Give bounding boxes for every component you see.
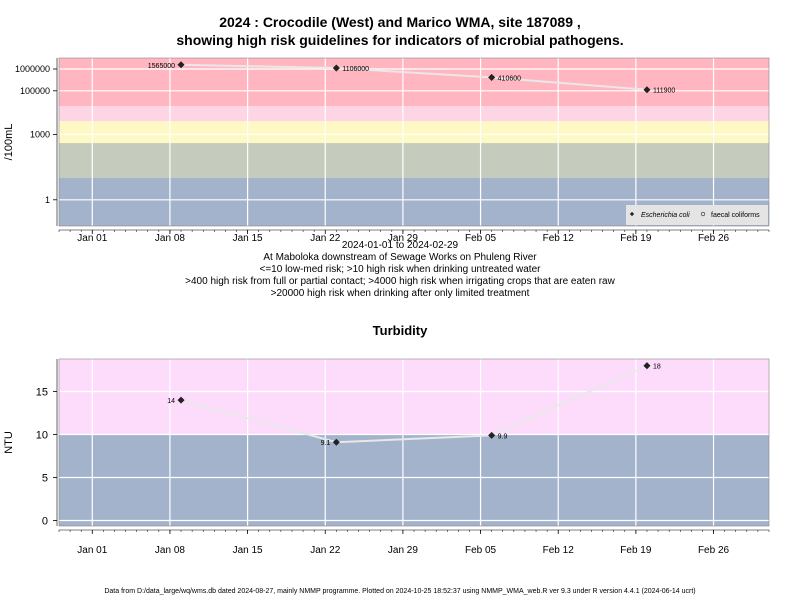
y-tick-label: 100000 bbox=[20, 86, 50, 96]
turbidity-point bbox=[177, 396, 185, 404]
ecoli-point bbox=[332, 64, 340, 72]
plot-frame bbox=[58, 57, 770, 227]
risk-band bbox=[59, 121, 769, 144]
plot-frame bbox=[58, 358, 770, 527]
y-tick-label: 1 bbox=[45, 195, 50, 205]
y-tick-label: 10 bbox=[36, 430, 48, 442]
legend-faecal-marker bbox=[700, 211, 706, 217]
x-axis-top-tick-label: Jan 29 bbox=[388, 233, 418, 244]
date-range-text: 2024-01-01 to 2024-02-29 bbox=[341, 240, 459, 251]
x-axis-bottom-tick-label: Jan 29 bbox=[388, 545, 418, 556]
chart-title-line1: 2024 : Crocodile (West) and Marico WMA, … bbox=[219, 14, 581, 30]
y-tick-label: 0 bbox=[42, 516, 48, 528]
y-axis-label: NTU bbox=[3, 431, 15, 454]
x-axis-bottom-tick-label: Feb 19 bbox=[620, 545, 652, 556]
y-tick-label: 5 bbox=[42, 473, 48, 485]
turbidity-line bbox=[180, 364, 648, 444]
turbidity-data-label: 9.1 bbox=[321, 440, 331, 447]
turbidity-data-label: 14 bbox=[167, 398, 175, 405]
risk-band bbox=[59, 143, 769, 178]
y-tick-label: 1000000 bbox=[15, 64, 50, 74]
ecoli-data-label: 410600 bbox=[498, 75, 521, 82]
x-axis-bottom-tick-label: Jan 22 bbox=[310, 545, 340, 556]
site-description: At Maboloka downstream of Sewage Works o… bbox=[263, 252, 537, 263]
x-axis-bottom-tick-label: Feb 05 bbox=[465, 545, 497, 556]
x-axis-top-tick-label: Jan 22 bbox=[310, 233, 340, 244]
ecoli-data-label: 1565000 bbox=[148, 63, 175, 70]
x-axis-bottom-tick-label: Jan 01 bbox=[77, 545, 107, 556]
legend-box bbox=[626, 205, 768, 225]
risk-band bbox=[59, 359, 769, 435]
risk-band bbox=[59, 434, 769, 526]
x-axis-top-tick-label: Jan 01 bbox=[77, 233, 107, 244]
turbidity-data-label: 9.9 bbox=[498, 433, 508, 440]
risk-band bbox=[59, 106, 769, 122]
y-tick-label: 15 bbox=[36, 387, 48, 399]
ecoli-point bbox=[643, 86, 651, 94]
chart-title-line2: showing high risk guidelines for indicat… bbox=[176, 32, 624, 48]
ecoli-data-label: 111900 bbox=[653, 88, 675, 95]
x-axis-top-tick-label: Feb 05 bbox=[465, 233, 497, 244]
turbidity-title: Turbidity bbox=[372, 323, 428, 338]
x-axis-top-tick-label: Feb 19 bbox=[620, 233, 652, 244]
y-tick-label: 1000 bbox=[30, 129, 50, 139]
y-axis-label: /100mL bbox=[3, 124, 15, 161]
x-axis-bottom-tick-label: Feb 26 bbox=[698, 545, 730, 556]
x-axis-bottom-tick-label: Jan 15 bbox=[233, 545, 263, 556]
x-axis-bottom-tick-label: Jan 08 bbox=[155, 545, 185, 556]
footer-note: Data from D:/data_large/wq/wms.db dated … bbox=[104, 588, 696, 595]
legend-faecal-label: faecal coliforms bbox=[711, 212, 760, 219]
ecoli-data-label: 1106000 bbox=[342, 66, 369, 73]
guideline-text-2: >400 high risk from full or partial cont… bbox=[185, 276, 615, 287]
x-axis-top-tick-label: Feb 12 bbox=[543, 233, 575, 244]
x-axis-top-tick-label: Jan 15 bbox=[233, 233, 263, 244]
turbidity-point bbox=[332, 438, 340, 446]
legend-ecoli-marker bbox=[629, 211, 635, 217]
legend-ecoli-label: Escherichia coli bbox=[641, 212, 690, 219]
risk-band bbox=[59, 58, 769, 107]
x-axis-top-tick-label: Jan 08 bbox=[155, 233, 185, 244]
guideline-text-1: <=10 low-med risk; >10 high risk when dr… bbox=[259, 264, 541, 275]
ecoli-point bbox=[488, 73, 496, 81]
turbidity-point bbox=[643, 362, 651, 370]
turbidity-data-label: 18 bbox=[653, 364, 661, 371]
x-axis-bottom-tick-label: Feb 12 bbox=[543, 545, 575, 556]
x-axis-top-tick-label: Feb 26 bbox=[698, 233, 730, 244]
turbidity-point bbox=[488, 431, 496, 439]
guideline-text-3: >20000 high risk when drinking after onl… bbox=[270, 288, 530, 299]
ecoli-line bbox=[181, 63, 648, 91]
